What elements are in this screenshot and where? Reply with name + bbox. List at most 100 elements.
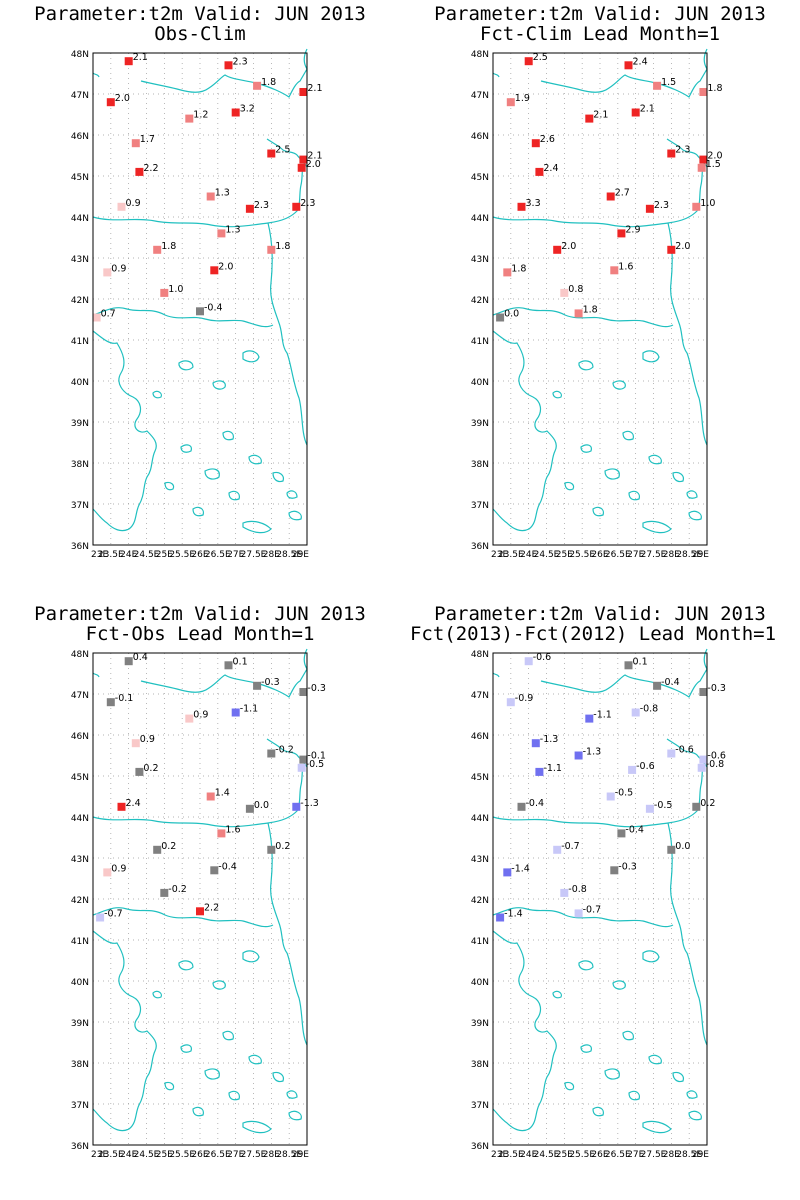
station-marker — [217, 829, 226, 838]
station-value-label: 2.4 — [633, 56, 648, 67]
station-marker — [299, 755, 308, 764]
station-value-label: -0.6 — [675, 745, 694, 756]
station-marker — [160, 888, 169, 897]
station-marker — [135, 767, 144, 776]
station-value-label: -0.2 — [275, 745, 294, 756]
station-marker — [299, 688, 308, 696]
lat-tick-label: 48N — [71, 50, 89, 60]
station-marker — [531, 739, 540, 748]
panel-subtitle: Fct(2013)-Fct(2012) Lead Month=1 — [410, 623, 776, 645]
station-value-label: 1.3 — [225, 224, 240, 235]
station-value-label: -0.7 — [583, 904, 602, 915]
station-marker — [185, 714, 194, 723]
station-marker — [196, 307, 204, 316]
station-marker — [585, 114, 594, 123]
station-marker — [135, 167, 144, 176]
lat-tick-label: 45N — [71, 773, 89, 783]
station-marker — [699, 155, 708, 164]
lat-tick-label: 48N — [471, 50, 489, 60]
station-marker — [117, 202, 126, 211]
station-value-label: 2.1 — [640, 104, 655, 115]
lon-tick-label: 23E — [491, 1150, 508, 1160]
station-value-label: 2.1 — [307, 83, 322, 94]
lon-tick-label: 27E — [227, 1150, 244, 1160]
station-value-label: -0.6 — [636, 761, 655, 772]
station-marker — [697, 763, 706, 772]
grid-lines — [93, 53, 307, 545]
station-value-label: -1.3 — [540, 734, 559, 745]
station-value-label: 0.9 — [193, 710, 208, 721]
station-value-label: -0.7 — [561, 841, 580, 852]
lat-tick-label: 46N — [71, 732, 89, 742]
station-value-label: 1.0 — [700, 198, 715, 209]
station-value-label: 1.8 — [275, 241, 290, 252]
plot-area — [93, 653, 307, 1145]
lat-tick-label: 47N — [71, 691, 89, 701]
station-marker — [667, 149, 676, 158]
station-marker — [245, 804, 254, 813]
lon-tick-label: 28E — [263, 550, 280, 560]
lat-tick-label: 39N — [71, 419, 89, 429]
lon-tick-label: 23E — [91, 550, 108, 560]
lat-tick-label: 38N — [471, 1060, 489, 1070]
station-marker — [517, 202, 526, 211]
station-marker — [624, 61, 633, 70]
station-value-label: 2.3 — [654, 200, 669, 211]
panel-subtitle: Fct-Clim Lead Month=1 — [480, 23, 720, 45]
station-value-label: 2.0 — [707, 151, 722, 162]
station-marker — [160, 288, 169, 297]
lat-tick-label: 43N — [471, 255, 489, 265]
station-marker — [131, 139, 140, 148]
lon-tick-label: 29E — [292, 1150, 309, 1160]
lat-tick-label: 41N — [471, 337, 489, 347]
lat-tick-label: 46N — [471, 132, 489, 142]
station-value-label: -0.8 — [640, 704, 659, 715]
station-marker — [124, 57, 133, 66]
lon-tick-label: 26E — [591, 550, 608, 560]
station-marker — [210, 266, 219, 275]
lon-tick-label: 27.5E — [241, 1150, 267, 1160]
station-value-label: 1.8 — [261, 77, 276, 88]
station-value-label: 2.2 — [143, 163, 158, 174]
lat-tick-label: 38N — [71, 460, 89, 470]
station-marker — [224, 61, 233, 70]
lon-tick-label: 25.5E — [569, 550, 595, 560]
station-value-label: -0.5 — [615, 788, 634, 799]
lat-tick-label: 43N — [471, 855, 489, 865]
lat-tick-label: 43N — [71, 855, 89, 865]
lon-tick-label: 24E — [520, 550, 537, 560]
station-value-label: 2.0 — [675, 241, 690, 252]
station-marker — [697, 163, 706, 172]
station-value-label: 1.6 — [225, 824, 240, 835]
lat-tick-label: 47N — [471, 691, 489, 701]
lon-tick-label: 24.5E — [134, 550, 160, 560]
station-marker — [299, 155, 308, 164]
plot-area — [493, 53, 707, 545]
lon-tick-label: 24.5E — [534, 1150, 560, 1160]
panel-fct-diff: Parameter:t2m Valid: JUN 2013 Fct(2013)-… — [410, 603, 776, 1160]
panel-obs-clim: Parameter:t2m Valid: JUN 2013 Obs-Clim 2… — [34, 3, 366, 560]
lon-tick-label: 25.5E — [169, 550, 195, 560]
station-marker — [645, 804, 654, 813]
station-marker — [496, 913, 505, 922]
station-value-label: -0.5 — [654, 800, 673, 811]
station-marker — [628, 765, 637, 774]
lon-tick-label: 25E — [156, 1150, 173, 1160]
station-value-label: -0.4 — [218, 861, 237, 872]
lat-tick-label: 42N — [71, 896, 89, 906]
station-value-label: -0.8 — [706, 759, 725, 770]
station-value-label: -0.2 — [168, 884, 187, 895]
station-value-label: 1.8 — [511, 263, 526, 274]
station-markers: -0.6 0.1-0.4-0.3-0.9-1.1-0.8-1.3-1.3 -0.6-… — [496, 652, 726, 922]
station-value-label: 0.2 — [700, 798, 715, 809]
station-value-label: -1.1 — [543, 763, 562, 774]
lon-tick-label: 23.5E — [98, 1150, 124, 1160]
station-value-label: -1.3 — [583, 747, 602, 758]
lat-tick-label: 46N — [71, 132, 89, 142]
panel-subtitle: Obs-Clim — [154, 23, 246, 45]
station-marker — [206, 192, 215, 201]
station-value-label: -0.3 — [261, 677, 280, 688]
lon-tick-label: 29E — [292, 550, 309, 560]
lon-tick-label: 26.5E — [205, 1150, 231, 1160]
